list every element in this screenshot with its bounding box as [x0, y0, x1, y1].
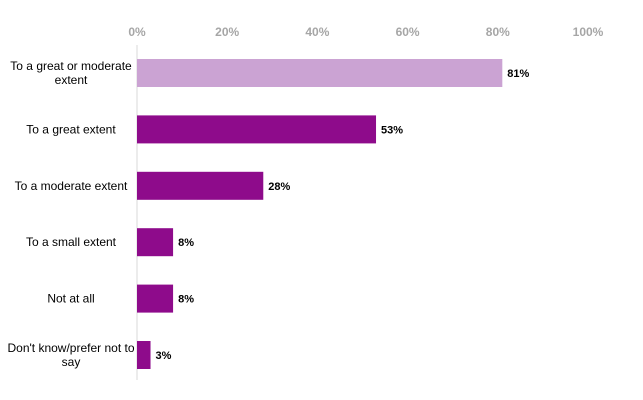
category-label-line: Don't know/prefer not to: [7, 341, 134, 355]
category-label-line: extent: [55, 73, 88, 87]
category-label: To a moderate extent: [15, 179, 128, 193]
bar: [137, 59, 503, 87]
data-label: 8%: [178, 294, 194, 306]
x-tick-label: 20%: [215, 25, 239, 39]
x-tick-label: 100%: [573, 25, 604, 39]
bar: [137, 228, 174, 257]
bar: [137, 115, 377, 144]
category-label: Don't know/prefer not to say: [7, 341, 134, 369]
bar: [137, 341, 151, 369]
category-label: To a small extent: [26, 235, 117, 249]
category-label: To a great extent: [26, 122, 116, 136]
data-label: 8%: [178, 237, 194, 249]
data-labels: 81% 53% 28% 8% 8% 3%: [156, 68, 530, 362]
x-tick-label: 60%: [396, 25, 420, 39]
category-label: To a great or moderate extent: [10, 59, 132, 87]
category-label-line: To a great extent: [26, 122, 116, 136]
x-tick-label: 40%: [305, 25, 329, 39]
category-label-line: To a small extent: [26, 235, 117, 249]
bar: [137, 171, 264, 200]
category-labels: To a great or moderate extent To a great e…: [7, 59, 134, 369]
data-label: 81%: [507, 68, 529, 80]
data-label: 53%: [381, 124, 403, 136]
category-label-line: To a great or moderate: [10, 59, 132, 73]
category-label-line: say: [62, 355, 81, 369]
category-label: Not at all: [47, 292, 94, 306]
x-axis-ticks: 0% 20% 40% 60% 80% 100%: [128, 25, 603, 39]
bars: [137, 59, 503, 369]
bar: [137, 284, 174, 313]
data-label: 28%: [268, 181, 290, 193]
x-tick-label: 80%: [486, 25, 510, 39]
category-label-line: Not at all: [47, 292, 94, 306]
data-label: 3%: [156, 350, 172, 362]
category-label-line: To a moderate extent: [15, 179, 128, 193]
x-tick-label: 0%: [128, 25, 146, 39]
